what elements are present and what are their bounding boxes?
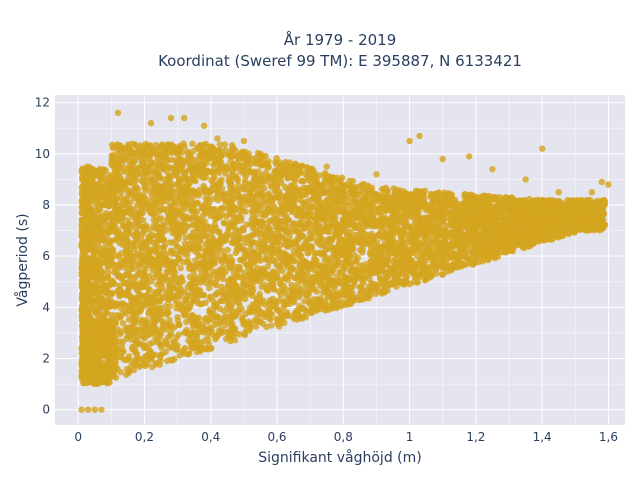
data-point xyxy=(165,323,171,329)
data-point xyxy=(121,197,127,203)
data-point xyxy=(381,229,387,235)
data-point xyxy=(253,323,259,329)
data-point xyxy=(407,225,413,231)
data-point xyxy=(379,278,385,284)
data-point xyxy=(218,297,224,303)
data-point xyxy=(346,236,352,242)
data-point xyxy=(215,314,221,320)
data-point xyxy=(305,177,311,183)
data-point xyxy=(233,250,239,256)
data-point xyxy=(359,249,365,255)
data-point xyxy=(225,247,231,253)
data-point xyxy=(322,170,328,176)
data-point xyxy=(213,334,219,340)
data-point xyxy=(149,176,155,182)
data-point xyxy=(336,278,342,284)
data-point xyxy=(215,289,221,295)
data-point xyxy=(379,235,385,241)
data-point xyxy=(169,251,175,257)
data-point xyxy=(220,276,226,282)
data-point xyxy=(101,237,107,243)
data-point xyxy=(169,344,175,350)
data-point xyxy=(166,317,172,323)
data-point xyxy=(368,246,374,252)
data-point xyxy=(205,319,211,325)
data-point xyxy=(131,361,137,367)
data-point xyxy=(258,188,264,194)
data-point xyxy=(277,176,283,182)
data-point xyxy=(184,223,190,229)
data-point xyxy=(177,144,183,150)
data-point xyxy=(117,338,123,344)
data-point xyxy=(195,200,201,206)
data-point xyxy=(174,172,180,178)
data-point xyxy=(223,232,229,238)
data-point xyxy=(210,170,216,176)
data-point xyxy=(146,233,152,239)
data-point xyxy=(137,261,143,267)
data-point xyxy=(167,332,173,338)
data-point xyxy=(123,325,129,331)
